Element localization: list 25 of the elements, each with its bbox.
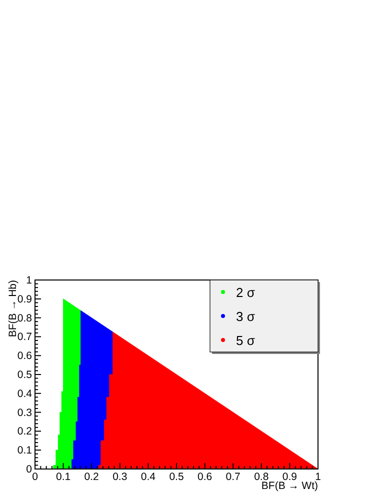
y-tick-label: 0.9	[17, 293, 32, 306]
x-tick-label: 0.5	[169, 471, 184, 483]
y-tick-label: 0.5	[17, 369, 32, 381]
x-tick-label: 0.9	[282, 471, 298, 483]
y-tick-label: 0.8	[17, 312, 32, 324]
x-tick-label: 0.7	[226, 471, 241, 483]
legend-label: 3 σ	[236, 309, 255, 324]
x-tick-label: 0.4	[140, 471, 156, 483]
y-tick-label: 0.7	[17, 331, 32, 344]
y-tick-label: 0	[26, 464, 32, 476]
x-tick-label: 0.2	[84, 471, 100, 483]
x-tick-label: 0.6	[197, 471, 212, 483]
y-tick-label: 0.4	[17, 388, 32, 400]
x-tick-label: 0.8	[254, 471, 269, 483]
y-tick-label: 1	[26, 274, 32, 286]
y-tick-label: 0.3	[17, 406, 32, 419]
legend-label: 2 σ	[236, 285, 255, 300]
legend-label: 5 σ	[236, 333, 255, 348]
x-tick-label: 0.3	[112, 471, 128, 483]
x-tick-label: 0.1	[56, 471, 71, 483]
x-axis-title: BF(B → Wt)	[261, 480, 318, 492]
x-tick-label: 1	[315, 471, 322, 483]
y-tick-label: 0.1	[17, 444, 32, 457]
y-tick-label: 0.2	[17, 426, 32, 438]
y-tick-label: 0.6	[17, 350, 32, 362]
